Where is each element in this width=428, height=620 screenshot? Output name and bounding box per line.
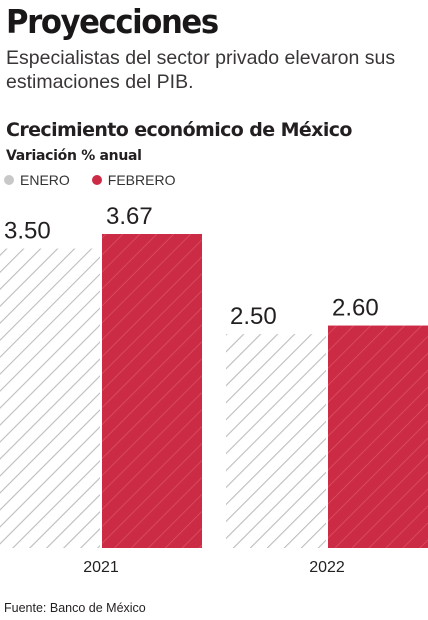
legend-label-enero: ENERO [20,172,70,188]
data-label-febrero-2022: 2.60 [332,295,379,322]
data-label-febrero-2021: 3.67 [106,203,153,230]
chart-legend: ENERO FEBRERO [4,172,197,188]
legend-swatch-febrero [91,175,102,185]
x-tick-label-2022: 2022 [309,559,345,576]
data-label-enero-2022: 2.50 [230,303,277,330]
page-subtitle: Especialistas del sector privado elevaro… [6,47,396,93]
page-title: Proyecciones [6,2,219,41]
x-tick-label-2021: 2021 [83,559,119,576]
bar-texture-febrero-2022 [328,325,428,548]
legend-item-enero: ENERO [4,172,70,188]
bar-texture-febrero-2021 [102,234,202,548]
legend-swatch-enero [4,175,14,185]
chart-subtitle: Variación % anual [6,148,142,164]
bar-enero-2022 [226,334,326,548]
chart-source: Fuente: Banco de México [4,601,146,615]
bar-enero-2021 [0,248,100,548]
legend-item-febrero: FEBRERO [91,172,176,188]
legend-label-febrero: FEBRERO [107,172,176,188]
chart-title: Crecimiento económico de México [6,119,352,141]
data-label-enero-2021: 3.50 [4,218,51,245]
